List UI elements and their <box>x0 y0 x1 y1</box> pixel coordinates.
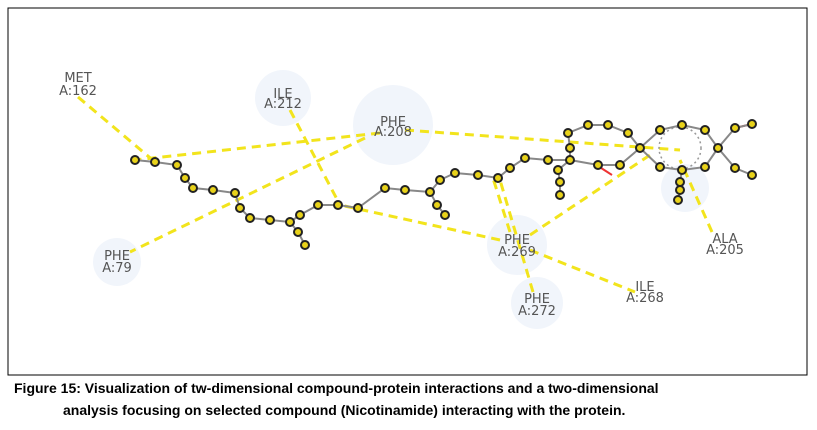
atom <box>493 173 503 183</box>
residue-id: A:272 <box>518 304 556 319</box>
atom <box>677 165 687 175</box>
residue-name: PHE <box>524 292 550 307</box>
atom <box>623 128 633 138</box>
residue-id: A:162 <box>59 84 97 99</box>
atom <box>713 143 723 153</box>
residue-id: A:269 <box>498 245 536 260</box>
residue-name: PHE <box>504 233 530 248</box>
atom <box>172 160 182 170</box>
atom <box>555 177 565 187</box>
residue-name: ILE <box>635 280 654 295</box>
atom <box>300 240 310 250</box>
atom <box>655 125 665 135</box>
atom <box>400 185 410 195</box>
caption: analysis focusing on selected compound (… <box>63 402 625 418</box>
residue-id: A:268 <box>626 291 664 306</box>
atom <box>473 170 483 180</box>
atom <box>675 177 685 187</box>
residue-id: A:79 <box>102 261 132 276</box>
atom <box>700 125 710 135</box>
atom <box>380 183 390 193</box>
atom <box>432 200 442 210</box>
residue-name: MET <box>64 71 91 86</box>
atom <box>593 160 603 170</box>
residue-name: PHE <box>104 249 130 264</box>
residue-id: A:208 <box>374 125 412 140</box>
atom <box>555 190 565 200</box>
atom <box>150 157 160 167</box>
atom <box>655 162 665 172</box>
atom <box>635 143 645 153</box>
atom <box>180 173 190 183</box>
atom <box>130 155 140 165</box>
atom <box>245 213 255 223</box>
molecule <box>130 119 757 250</box>
caption: Figure 15: Visualization of tw-dimension… <box>14 380 659 396</box>
atom <box>333 200 343 210</box>
atom <box>563 128 573 138</box>
atom <box>295 210 305 220</box>
residue-id: A:205 <box>706 243 744 258</box>
atom <box>747 119 757 129</box>
atom <box>450 168 460 178</box>
atom <box>543 155 553 165</box>
atom <box>188 183 198 193</box>
residue-id: A:212 <box>264 97 302 112</box>
bond <box>566 124 642 166</box>
bond <box>556 159 571 195</box>
atom <box>435 175 445 185</box>
residue-name: ALA <box>712 232 737 247</box>
atom <box>565 143 575 153</box>
atom <box>440 210 450 220</box>
atom <box>285 217 295 227</box>
atom <box>505 163 515 173</box>
atom <box>520 153 530 163</box>
atom <box>565 155 575 165</box>
atom <box>208 185 218 195</box>
atom <box>583 120 593 130</box>
residue-name: ILE <box>273 87 292 102</box>
atom <box>615 160 625 170</box>
atom <box>730 163 740 173</box>
atom <box>553 165 563 175</box>
atom <box>235 203 245 213</box>
atom <box>730 123 740 133</box>
atom <box>425 187 435 197</box>
atom <box>603 120 613 130</box>
atom <box>673 195 683 205</box>
atom <box>230 188 240 198</box>
atom <box>293 227 303 237</box>
atom <box>700 162 710 172</box>
atom <box>265 215 275 225</box>
atom <box>353 203 363 213</box>
atom <box>747 170 757 180</box>
residue-name: PHE <box>380 115 406 130</box>
atom <box>675 185 685 195</box>
atom <box>313 200 323 210</box>
atom <box>677 120 687 130</box>
